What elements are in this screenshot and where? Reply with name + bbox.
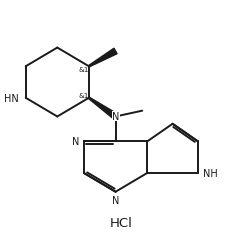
Text: N: N bbox=[72, 137, 80, 147]
Text: &1: &1 bbox=[78, 92, 89, 98]
Text: HCl: HCl bbox=[110, 216, 133, 230]
Polygon shape bbox=[88, 49, 117, 68]
Text: N: N bbox=[112, 112, 120, 122]
Text: NH: NH bbox=[203, 168, 218, 178]
Text: HN: HN bbox=[4, 94, 19, 104]
Polygon shape bbox=[88, 98, 117, 120]
Text: N: N bbox=[112, 196, 119, 205]
Text: &1: &1 bbox=[78, 67, 89, 73]
